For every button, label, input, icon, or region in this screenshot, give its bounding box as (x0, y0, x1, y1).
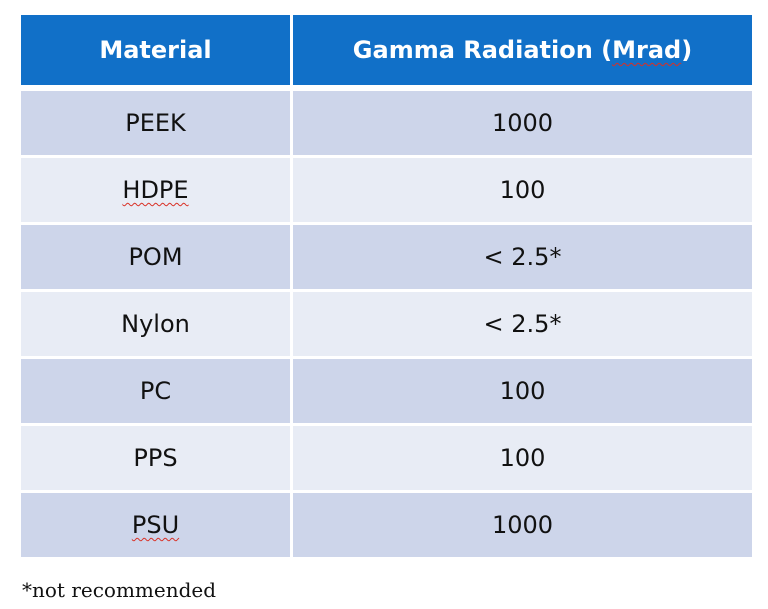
table-row: HDPE 100 (18, 155, 755, 225)
header-radiation-unit: Mrad (612, 36, 682, 64)
header-row: Material Gamma Radiation (Mrad) (18, 12, 755, 91)
material-cell: PSU (18, 490, 293, 560)
table-row: PSU 1000 (18, 490, 755, 560)
material-name: HDPE (122, 176, 189, 204)
table-row: PPS 100 (18, 423, 755, 493)
table-row: PC 100 (18, 356, 755, 426)
radiation-value-cell: < 2.5* (290, 289, 755, 359)
material-cell: POM (18, 222, 293, 292)
radiation-value: 1000 (491, 511, 554, 539)
radiation-value: 100 (499, 444, 546, 472)
radiation-value-cell: 1000 (290, 86, 755, 158)
table-row: Nylon < 2.5* (18, 289, 755, 359)
table-row: PEEK 1000 (18, 86, 755, 158)
radiation-value: < 2.5* (483, 243, 562, 271)
material-cell: PPS (18, 423, 293, 493)
radiation-value-cell: < 2.5* (290, 222, 755, 292)
table-body: PEEK 1000 HDPE 100 POM < 2.5* Nylon < 2.5* PC 100… (18, 86, 755, 560)
material-cell: PC (18, 356, 293, 426)
table-row: POM < 2.5* (18, 222, 755, 292)
radiation-value-cell: 100 (290, 356, 755, 426)
material-name: POM (128, 243, 183, 271)
material-cell: Nylon (18, 289, 293, 359)
header-material: Material (18, 12, 293, 91)
material-cell: HDPE (18, 155, 293, 225)
header-radiation-suffix: ) (681, 36, 693, 64)
material-name: PC (139, 377, 172, 405)
header-material-label: Material (99, 36, 212, 64)
radiation-value: 1000 (491, 109, 554, 137)
material-name: PSU (131, 511, 180, 539)
radiation-value: < 2.5* (483, 310, 562, 338)
material-cell: PEEK (18, 86, 293, 158)
radiation-value: 100 (499, 377, 546, 405)
material-name: PPS (133, 444, 178, 472)
radiation-value-cell: 100 (290, 155, 755, 225)
header-radiation-prefix: Gamma Radiation ( (352, 36, 613, 64)
radiation-value: 100 (499, 176, 546, 204)
gamma-radiation-table: Material Gamma Radiation (Mrad) PEEK 1000… (18, 12, 755, 560)
radiation-value-cell: 1000 (290, 490, 755, 560)
header-gamma-radiation: Gamma Radiation (Mrad) (290, 12, 755, 91)
footnote: *not recommended (22, 578, 217, 602)
radiation-value-cell: 100 (290, 423, 755, 493)
material-name: Nylon (121, 310, 190, 338)
material-name: PEEK (125, 109, 186, 137)
